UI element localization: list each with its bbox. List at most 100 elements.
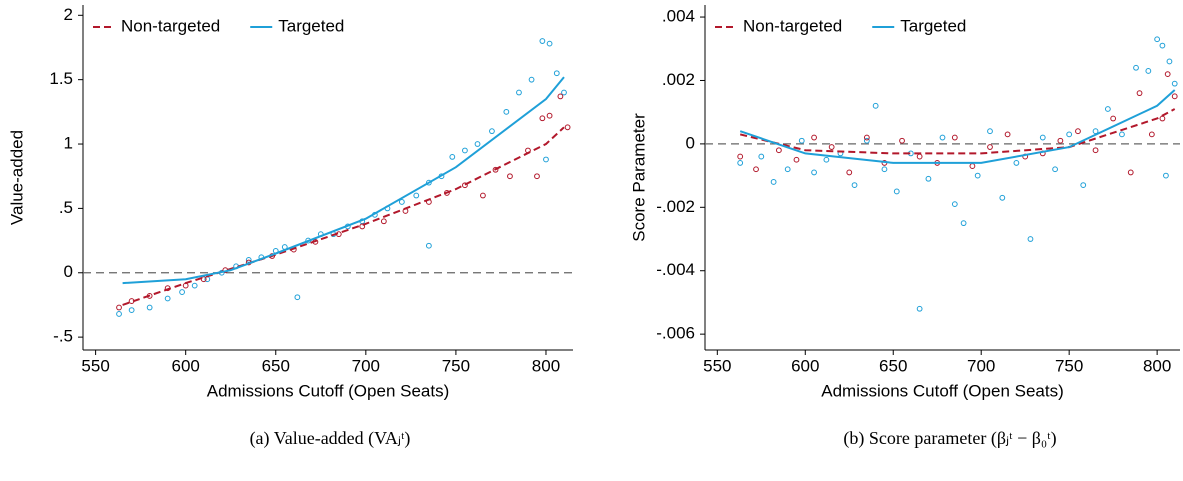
point bbox=[863, 137, 870, 144]
x-tick-label: 750 bbox=[1055, 356, 1083, 375]
point bbox=[1057, 137, 1064, 144]
point bbox=[507, 173, 513, 180]
point bbox=[939, 134, 946, 141]
point bbox=[758, 153, 765, 160]
caption: (b) Score parameter (βⱼᵗ − β₀ᵗ) bbox=[843, 428, 1056, 449]
point bbox=[846, 169, 853, 176]
point bbox=[811, 169, 817, 176]
point bbox=[1133, 64, 1139, 71]
fit-line bbox=[122, 126, 565, 306]
x-tick-label: 700 bbox=[352, 356, 380, 375]
point bbox=[546, 40, 553, 47]
point bbox=[1159, 115, 1166, 122]
point bbox=[1136, 90, 1143, 97]
y-tick-label: 0 bbox=[686, 133, 695, 152]
point bbox=[893, 188, 900, 195]
point bbox=[951, 201, 958, 208]
point bbox=[753, 166, 759, 173]
x-axis-label: Admissions Cutoff (Open Seats) bbox=[821, 381, 1064, 400]
y-tick-label: 0 bbox=[64, 262, 73, 281]
point bbox=[1159, 42, 1166, 49]
fit-line bbox=[739, 89, 1176, 164]
point bbox=[449, 154, 456, 160]
point bbox=[359, 223, 366, 230]
point bbox=[916, 153, 923, 160]
point bbox=[737, 160, 744, 166]
point bbox=[999, 194, 1006, 201]
point bbox=[489, 128, 495, 135]
point bbox=[1013, 160, 1020, 166]
x-tick-label: 600 bbox=[171, 356, 199, 375]
point bbox=[116, 311, 122, 317]
legend-label: Targeted bbox=[900, 16, 966, 35]
y-axis-label: Score Parameter bbox=[629, 113, 648, 242]
y-tick-label: 1 bbox=[64, 134, 73, 153]
point bbox=[380, 218, 387, 225]
point bbox=[462, 147, 468, 154]
x-tick-label: 550 bbox=[703, 356, 731, 375]
y-tick-label: .004 bbox=[662, 7, 695, 26]
point bbox=[539, 38, 546, 44]
point bbox=[534, 173, 540, 180]
point bbox=[1075, 128, 1081, 135]
point bbox=[425, 242, 432, 249]
point bbox=[881, 166, 888, 173]
x-tick-label: 550 bbox=[81, 356, 109, 375]
point bbox=[543, 156, 549, 163]
point bbox=[828, 144, 835, 150]
point bbox=[987, 144, 993, 150]
y-tick-label: -.5 bbox=[53, 327, 73, 346]
point bbox=[775, 147, 782, 154]
y-tick-label: 2 bbox=[64, 5, 73, 24]
point bbox=[443, 190, 450, 196]
point bbox=[480, 192, 486, 199]
legend-label: Targeted bbox=[278, 16, 344, 35]
point bbox=[1166, 58, 1173, 65]
point bbox=[1104, 106, 1111, 112]
point bbox=[516, 89, 522, 96]
fit-line bbox=[739, 108, 1176, 155]
y-tick-label: -.002 bbox=[656, 197, 695, 216]
point bbox=[1145, 68, 1152, 74]
x-tick-label: 800 bbox=[532, 356, 560, 375]
y-tick-label: .002 bbox=[662, 70, 695, 89]
y-axis-label: Value-added bbox=[7, 130, 26, 225]
point bbox=[1154, 36, 1161, 43]
point bbox=[951, 134, 958, 141]
point bbox=[492, 166, 499, 173]
point bbox=[398, 199, 405, 205]
point bbox=[179, 289, 185, 295]
point bbox=[823, 156, 830, 163]
x-tick-label: 600 bbox=[791, 356, 819, 375]
point bbox=[425, 179, 432, 186]
point bbox=[960, 220, 967, 227]
point bbox=[987, 128, 993, 135]
x-tick-label: 650 bbox=[879, 356, 907, 375]
point bbox=[1052, 166, 1058, 173]
point bbox=[1163, 172, 1169, 179]
point bbox=[1171, 80, 1178, 87]
point bbox=[561, 89, 567, 96]
point bbox=[553, 70, 560, 77]
legend-label: Non-targeted bbox=[121, 16, 220, 35]
point bbox=[784, 166, 791, 173]
point bbox=[770, 179, 777, 185]
point bbox=[737, 153, 744, 160]
x-axis-label: Admissions Cutoff (Open Seats) bbox=[207, 381, 450, 400]
y-tick-label: -.006 bbox=[656, 324, 695, 343]
point bbox=[851, 182, 858, 189]
point bbox=[462, 182, 468, 189]
legend-label: Non-targeted bbox=[743, 16, 842, 35]
y-tick-label: .5 bbox=[59, 198, 73, 217]
fit-line bbox=[122, 76, 565, 285]
x-tick-label: 700 bbox=[967, 356, 995, 375]
point bbox=[793, 156, 800, 163]
point bbox=[1127, 169, 1134, 176]
x-tick-label: 650 bbox=[262, 356, 290, 375]
point bbox=[925, 175, 932, 182]
point bbox=[546, 112, 553, 119]
point bbox=[116, 304, 122, 311]
point bbox=[503, 108, 510, 115]
point bbox=[474, 141, 481, 147]
